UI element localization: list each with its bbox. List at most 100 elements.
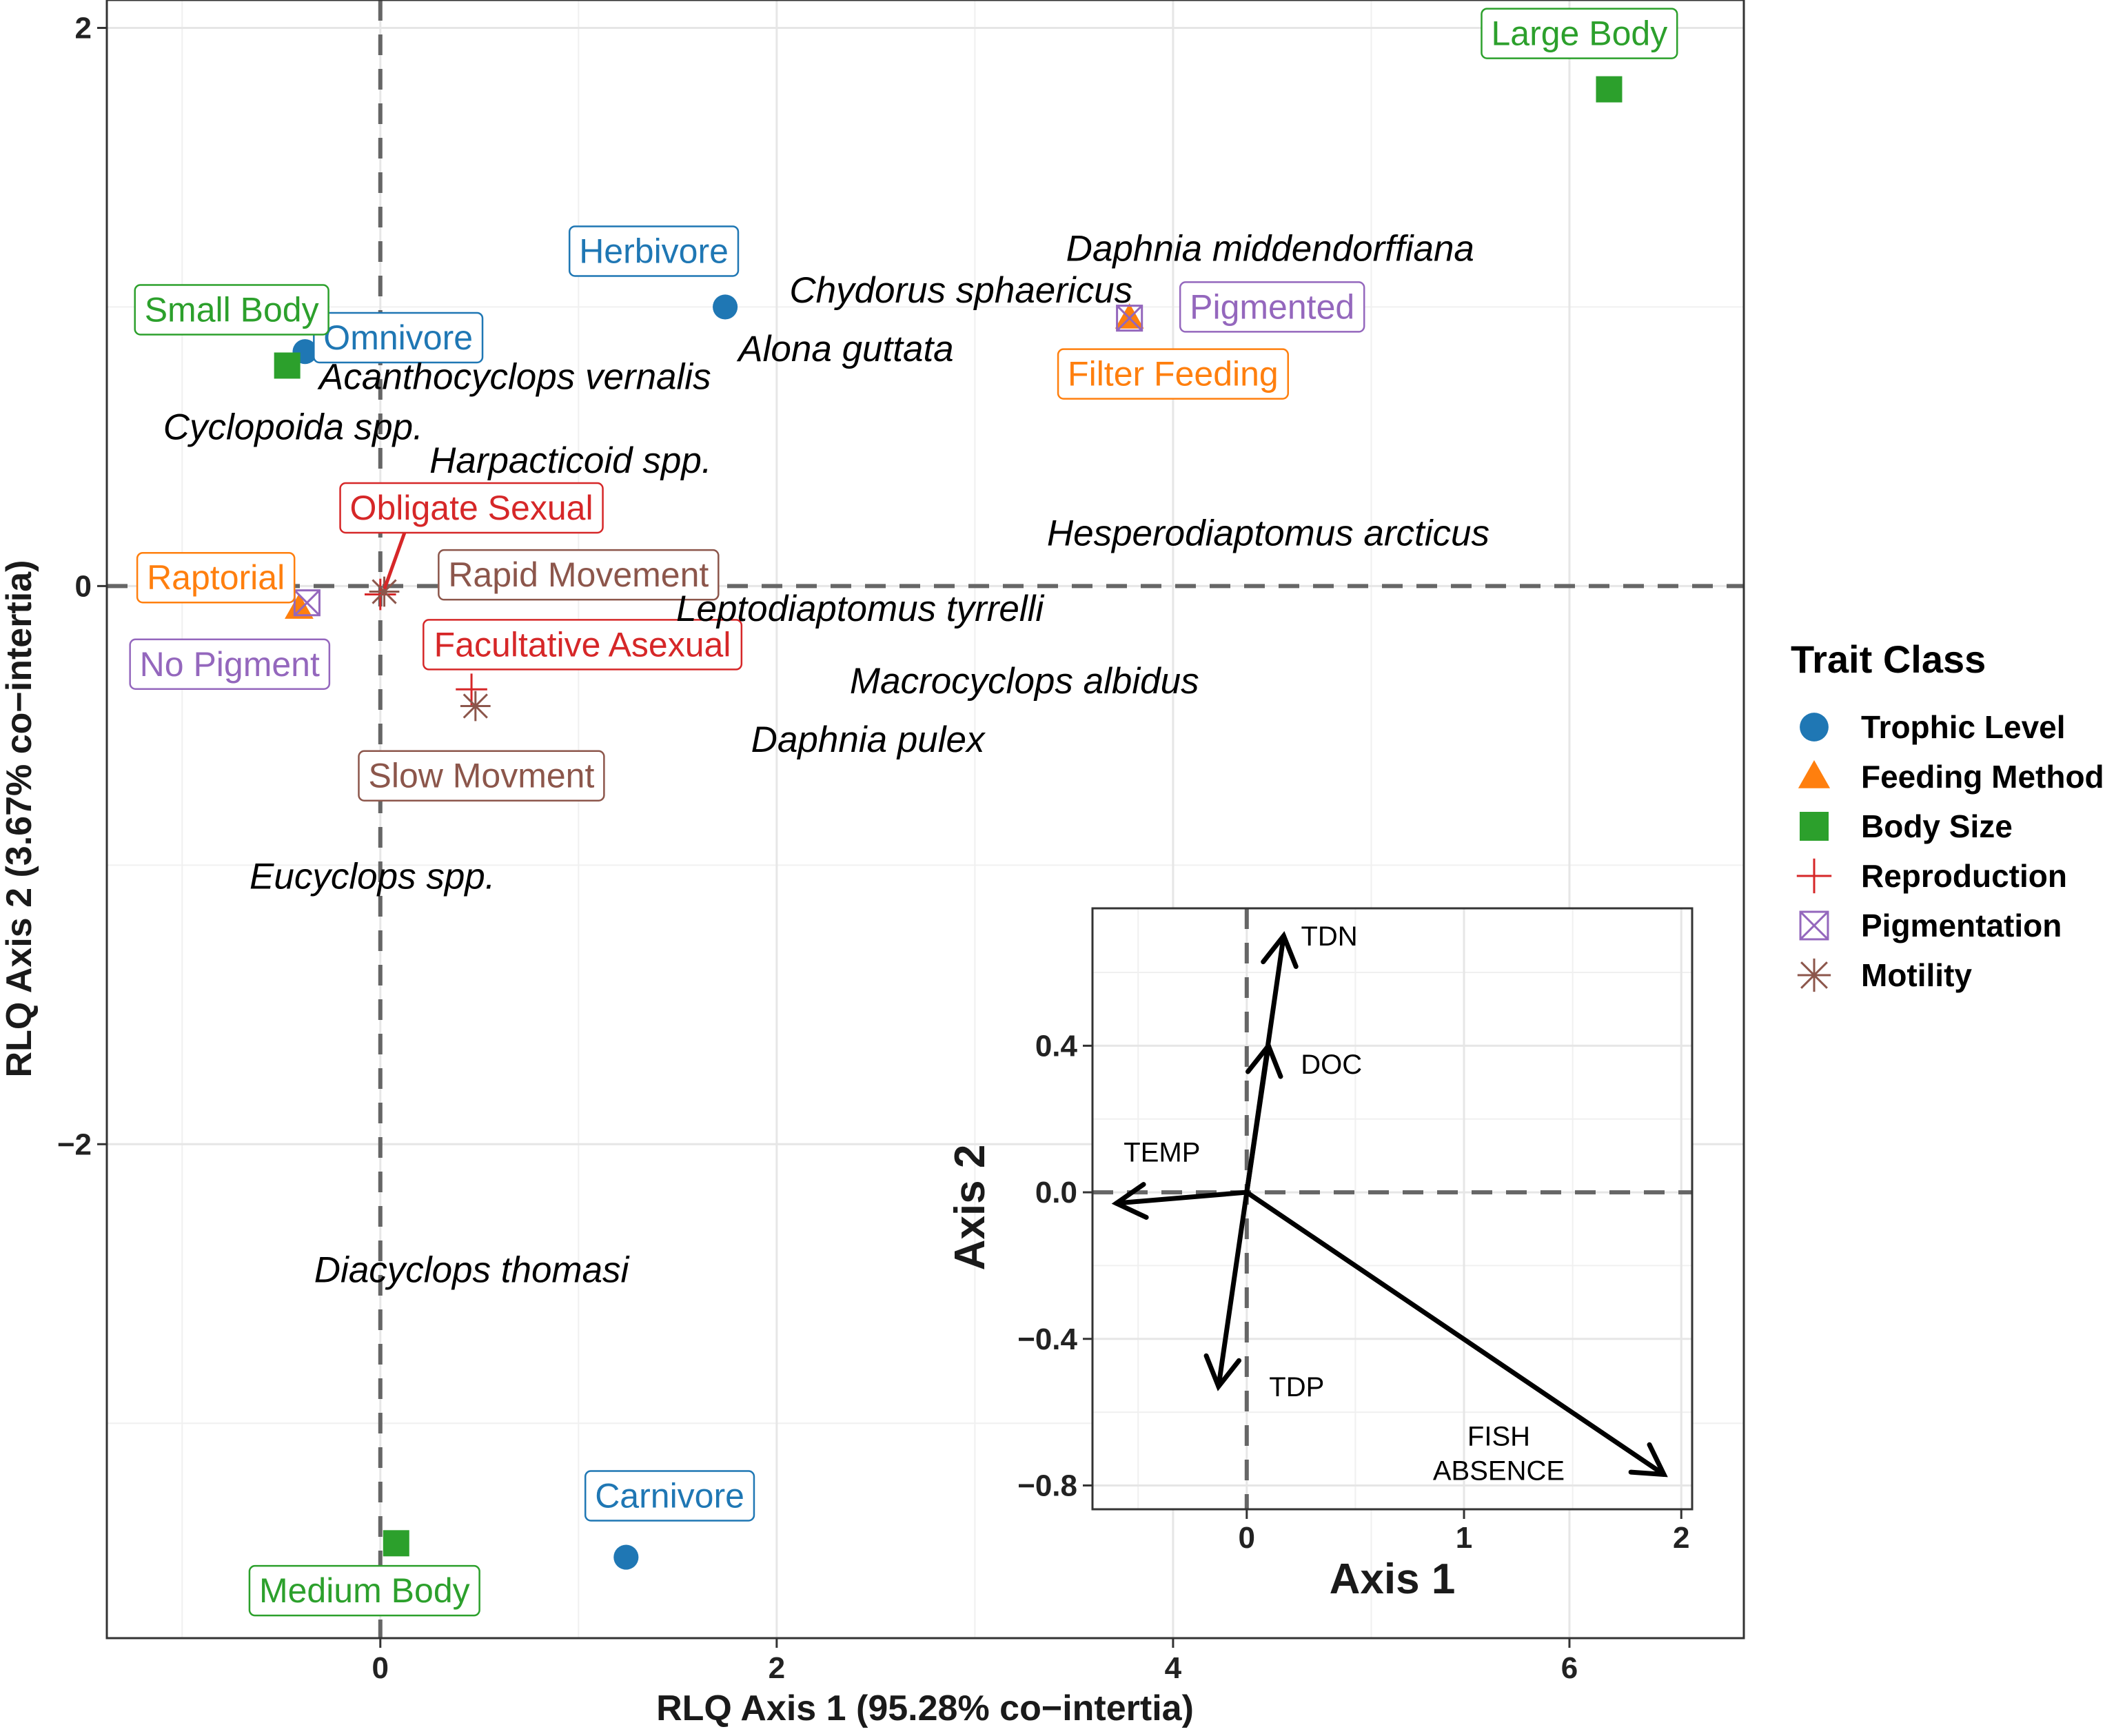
- point-no-pigment-box: [293, 589, 321, 617]
- label-box-text: Pigmented: [1190, 287, 1354, 326]
- legend-key-pigmentation-box: [1799, 910, 1829, 941]
- main-reference-lines: [107, 0, 1744, 1638]
- legend-key-feeding-method-triangle: [1798, 760, 1831, 788]
- vector-shaft: [1216, 1189, 1250, 1389]
- vector-shaft: [1244, 1043, 1271, 1195]
- point-raptorial-triangle: [285, 593, 314, 619]
- inset-reference-lines: [1092, 908, 1692, 1509]
- label-box-frame: [438, 549, 720, 601]
- inset-vectors: [1111, 930, 1668, 1478]
- point-slow-movment-a4: [462, 693, 488, 719]
- label-box-text: Filter Feeding: [1068, 355, 1279, 394]
- legend-key-pigmentation-d2: [1799, 910, 1829, 941]
- inset-x-tick-label: 1: [1456, 1521, 1472, 1555]
- species-label-hesperodiaptomus-arcticus: Hesperodiaptomus arcticus: [1047, 513, 1489, 553]
- point-pigmented: [1116, 305, 1143, 332]
- vector-label-line: TDN: [1301, 921, 1357, 952]
- label-box-text: Slow Movment: [368, 757, 594, 795]
- legend-key-motility-a4: [1800, 961, 1828, 989]
- species-label-acanthocyclops-vernalis: Acanthocyclops vernalis: [317, 357, 711, 398]
- legend-label: Pigmentation: [1861, 908, 2062, 943]
- label-box-text: Small Body: [145, 290, 319, 329]
- inset-vector-labels: TDN DOC TEMP TDP FISH ABSENCE: [1123, 921, 1565, 1487]
- legend-label: Trophic Level: [1861, 709, 2066, 745]
- label-box-pigmented: Pigmented: [1179, 281, 1365, 333]
- species-label-leptodiaptomus-tyrrelli: Leptodiaptomus tyrrelli: [676, 589, 1044, 629]
- species-label-diacyclops-thomasi: Diacyclops thomasi: [314, 1249, 630, 1290]
- legend-key-trophic-level: [1800, 713, 1829, 742]
- point-medium-body: [383, 1530, 409, 1557]
- label-box-text: Omnivore: [323, 318, 473, 357]
- label-box-frame: [134, 284, 329, 336]
- legend-key-feeding-method: [1798, 760, 1831, 788]
- main-x-tick-label: 4: [1165, 1651, 1182, 1685]
- label-box-frame: [1481, 8, 1678, 59]
- point-herbivore-circle: [713, 294, 738, 320]
- point-large-body-square: [1596, 76, 1623, 103]
- vector-arrowhead: [1111, 1182, 1149, 1220]
- label-box-frame: [248, 1564, 480, 1617]
- point-facultative-asexual: [456, 673, 487, 706]
- label-box-text: Carnivore: [595, 1476, 744, 1515]
- main-plot-panel: Herbivore Omnivore Carnivore Filter Feeding…: [105, 0, 1745, 1640]
- inset-y-axis-title: Axis 2: [946, 1145, 994, 1271]
- label-box-carnivore: Carnivore: [584, 1470, 755, 1522]
- inset-plot-border: [1091, 907, 1694, 1511]
- legend-title: Trait Class: [1791, 637, 1986, 681]
- label-box-frame: [1057, 348, 1290, 400]
- point-carnivore: [613, 1544, 639, 1570]
- main-y-tick-label: 2: [75, 11, 92, 45]
- species-label-harpacticoid-spp: Harpacticoid spp.: [429, 440, 711, 481]
- inset-x-tick-label: 0: [1239, 1521, 1255, 1555]
- main-y-axis-title: RLQ Axis 2 (3.67% co−intertia): [0, 560, 39, 1078]
- main-y-tick-label: −2: [57, 1127, 92, 1161]
- legend-key-body-size-square: [1800, 812, 1829, 841]
- vector-label-tdn: TDN: [1301, 921, 1357, 952]
- vector-arrowhead: [1261, 930, 1299, 969]
- inset-y-tick-label: 0.0: [1035, 1176, 1077, 1209]
- legend-item-body-size: Body Size: [1800, 808, 2013, 844]
- main-trait-labels: Herbivore Omnivore Carnivore Filter Feeding…: [129, 8, 1678, 1617]
- label-box-large-body: Large Body: [1481, 8, 1678, 59]
- legend: Trait Class Trophic Level Feeding Method B…: [1791, 637, 2104, 993]
- label-box-frame: [129, 638, 331, 691]
- point-pigmented-d2: [1116, 305, 1143, 331]
- point-small-body: [274, 352, 301, 379]
- vector-label-line: ABSENCE: [1433, 1456, 1565, 1487]
- label-box-text: Raptorial: [147, 558, 285, 597]
- label-box-frame: [423, 619, 743, 671]
- main-x-tick-label: 0: [372, 1651, 389, 1685]
- vector-arrowhead: [1245, 1041, 1283, 1079]
- vector-label-temp: TEMP: [1123, 1138, 1200, 1168]
- label-box-raptorial: Raptorial: [136, 551, 296, 604]
- label-box-text: Obligate Sexual: [350, 489, 593, 527]
- main-y-tick-label: 0: [75, 569, 92, 603]
- inset-y-tick-label: 0.4: [1035, 1029, 1078, 1063]
- point-filter-feeding-triangle: [1115, 303, 1144, 329]
- label-box-text: Medium Body: [259, 1571, 470, 1610]
- species-label-macrocyclops-albidus: Macrocyclops albidus: [850, 661, 1199, 702]
- label-box-filter-feeding: Filter Feeding: [1057, 348, 1290, 400]
- vector-tdp: [1203, 1189, 1250, 1391]
- legend-key-motility: [1797, 958, 1831, 992]
- label-box-text: Facultative Asexual: [434, 625, 731, 664]
- label-box-text: Herbivore: [579, 232, 729, 270]
- species-label-alona-guttata: Alona guttata: [736, 329, 953, 369]
- vector-label-fish-absence: FISH ABSENCE: [1433, 1422, 1565, 1487]
- point-medium-body-square: [383, 1530, 409, 1557]
- species-label-chydorus-sphaericus: Chydorus sphaericus: [789, 270, 1132, 311]
- main-trait-points: [274, 76, 1623, 1570]
- point-rapid-movement: [369, 576, 400, 607]
- main-x-tick-label: 2: [769, 1651, 785, 1685]
- main-x-axis-title: RLQ Axis 1 (95.28% co−intertia): [656, 1688, 1194, 1728]
- label-box-omnivore: Omnivore: [313, 312, 484, 364]
- legend-label: Reproduction: [1861, 858, 2067, 894]
- inset-y-tick-label: −0.4: [1017, 1323, 1077, 1356]
- legend-label: Body Size: [1861, 808, 2013, 844]
- label-box-no-pigment: No Pigment: [129, 638, 331, 691]
- vector-label-line: TDP: [1269, 1372, 1324, 1402]
- species-label-daphnia-pulex: Daphnia pulex: [751, 719, 986, 760]
- label-box-facultative-asexual: Facultative Asexual: [423, 619, 743, 671]
- species-label-daphnia-middendorffiana: Daphnia middendorffiana: [1066, 228, 1474, 269]
